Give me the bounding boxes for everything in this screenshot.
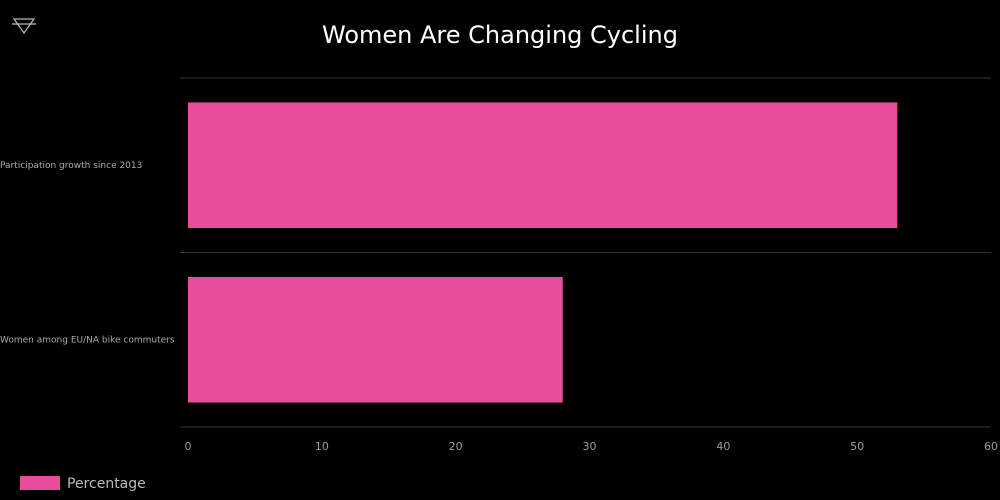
x-tick-label: 60 bbox=[984, 440, 998, 453]
y-tick-label: Participation growth since 2013 bbox=[0, 161, 142, 171]
x-tick-label: 50 bbox=[850, 440, 864, 453]
legend-swatch bbox=[20, 476, 60, 490]
legend-label: Percentage bbox=[67, 476, 146, 492]
x-tick-label: 0 bbox=[185, 440, 192, 453]
logo-icon bbox=[12, 18, 36, 35]
chart-title: Women Are Changing Cycling bbox=[322, 21, 678, 49]
x-tick-label: 30 bbox=[583, 440, 597, 453]
y-tick-label: Women among EU/NA bike commuters bbox=[0, 335, 175, 345]
bar bbox=[188, 102, 898, 229]
x-tick-label: 40 bbox=[716, 440, 730, 453]
x-tick-label: 20 bbox=[449, 440, 463, 453]
x-tick-label: 10 bbox=[315, 440, 329, 453]
bar bbox=[188, 276, 563, 403]
